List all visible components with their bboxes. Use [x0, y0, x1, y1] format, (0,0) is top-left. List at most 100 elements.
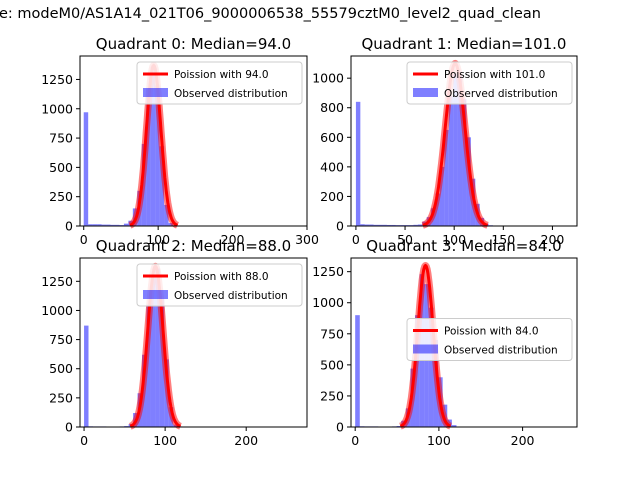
- histogram-bar: [155, 85, 160, 226]
- quadrant-0-chart: 0 100 200 300 0 250 500 750 1000 1250 Quadrant 0: …: [41, 35, 319, 247]
- legend-box: [136, 263, 303, 307]
- axes-frame: [79, 257, 308, 428]
- x-tick-label: 150: [491, 232, 515, 247]
- y-tick-label: 750: [49, 131, 73, 146]
- axes-frame: [79, 55, 308, 227]
- x-tick-label: 100: [442, 232, 466, 247]
- y-tick-label: 0: [65, 219, 73, 234]
- histogram-bar: [114, 224, 120, 226]
- histogram-bar: [462, 98, 467, 226]
- x-tick-label: 300: [295, 232, 319, 247]
- chart-title: Quadrant 0: Median=94.0: [96, 35, 291, 53]
- y-tick-label: 500: [49, 160, 73, 175]
- y-tick-label: 800: [320, 100, 344, 115]
- y-tick-label: 750: [49, 332, 73, 347]
- legend-box: [136, 61, 303, 105]
- legend-fit-label: Poission with 101.0: [444, 69, 545, 81]
- x-tick-label: 200: [541, 232, 565, 247]
- histogram-bar: [146, 88, 151, 227]
- legend-hist-label: Observed distribution: [174, 290, 288, 302]
- histogram-bar: [444, 129, 449, 226]
- legend-hist-swatch: [143, 88, 168, 97]
- histogram-bar: [123, 223, 129, 226]
- legend: Poission with 88.0 Observed distribution: [136, 263, 303, 307]
- figure-suptitle: n file: modeM0/AS1A14_021T06_9000006538_…: [0, 6, 541, 22]
- histogram-bar: [428, 307, 434, 427]
- quadrant-2-chart: 0 100 200 0 250 500 750 1000 1250 Quadrant 2: Med…: [41, 237, 308, 448]
- histogram-bar: [146, 304, 151, 427]
- histogram-bar: [355, 315, 360, 427]
- legend-hist-label: Observed distribution: [174, 88, 288, 100]
- histogram-bar: [439, 166, 445, 226]
- y-tick-label: 1000: [41, 101, 73, 116]
- y-tick-label: 1000: [41, 303, 73, 318]
- legend: Poission with 84.0 Observed distribution: [406, 318, 573, 361]
- histogram-bar: [382, 224, 387, 226]
- y-tick-label: 0: [336, 420, 344, 435]
- histogram-bar: [355, 101, 361, 226]
- legend-fit-label: Poission with 88.0: [174, 271, 269, 283]
- histogram-bar: [448, 95, 454, 226]
- histogram-bar: [97, 224, 102, 226]
- histogram-bar: [457, 75, 463, 226]
- legend: Poission with 101.0 Observed distribution: [406, 61, 573, 105]
- y-tick-label: 750: [320, 326, 344, 341]
- y-tick-label: 400: [320, 159, 344, 174]
- histogram-bar: [88, 224, 93, 226]
- histogram-bar: [159, 298, 165, 427]
- legend-box: [406, 61, 573, 105]
- y-tick-label: 1000: [312, 295, 344, 310]
- legend-hist-swatch: [413, 88, 438, 97]
- axes-frame: [350, 257, 578, 428]
- legend-fit-label: Poission with 84.0: [444, 326, 539, 338]
- y-tick-label: 500: [320, 357, 344, 372]
- x-tick-label: 200: [234, 433, 258, 448]
- histogram-bar: [386, 224, 392, 226]
- legend-box: [406, 318, 573, 361]
- y-tick-label: 1250: [312, 264, 344, 279]
- y-tick-label: 250: [49, 390, 73, 405]
- histogram-bar: [101, 224, 107, 226]
- x-tick-label: 0: [80, 433, 88, 448]
- histogram-bar: [150, 66, 156, 226]
- histogram-bar: [369, 224, 374, 226]
- legend-hist-swatch: [143, 290, 168, 299]
- histogram-bar: [451, 425, 457, 427]
- x-tick-label: 0: [351, 433, 359, 448]
- y-tick-label: 1000: [312, 71, 344, 86]
- histogram-bar: [83, 112, 89, 226]
- histogram-bar: [417, 224, 423, 226]
- legend-fit-label: Poission with 94.0: [174, 69, 269, 81]
- chart-title: Quadrant 2: Median=88.0: [96, 237, 291, 255]
- quadrant-1-chart: 0 50 100 150 200 0 200 400 600 800 1000 Quadrant 1:…: [312, 35, 578, 247]
- histogram-bar: [168, 223, 174, 226]
- chart-title: Quadrant 3: Median=84.0: [366, 237, 561, 255]
- histogram-bar: [159, 146, 165, 226]
- x-tick-label: 200: [511, 433, 535, 448]
- y-tick-label: 0: [336, 219, 344, 234]
- chart-title: Quadrant 1: Median=101.0: [362, 35, 567, 53]
- y-tick-label: 250: [49, 189, 73, 204]
- histogram-bar: [92, 224, 98, 226]
- y-tick-label: 600: [320, 130, 344, 145]
- legend-hist-label: Observed distribution: [444, 345, 558, 357]
- y-tick-label: 1250: [41, 274, 73, 289]
- x-tick-label: 0: [352, 232, 360, 247]
- histogram-bar: [413, 224, 418, 226]
- histogram-bar: [150, 275, 156, 427]
- quadrant-3-chart: 0 100 200 0 250 500 750 1000 1250 Quadrant 3: Med…: [312, 237, 578, 448]
- histogram-bar: [106, 224, 111, 226]
- legend-hist-swatch: [413, 344, 438, 354]
- legend: Poission with 94.0 Observed distribution: [136, 61, 303, 105]
- x-tick-label: 100: [427, 433, 451, 448]
- histogram-bar: [435, 193, 440, 226]
- histogram-bar: [378, 224, 383, 226]
- y-tick-label: 500: [49, 361, 73, 376]
- histogram-bar: [364, 224, 370, 226]
- histogram-bar: [373, 224, 379, 226]
- legend-hist-label: Observed distribution: [444, 88, 558, 100]
- x-tick-label: 200: [221, 232, 245, 247]
- histogram-bar: [164, 204, 169, 226]
- x-tick-label: 0: [80, 232, 88, 247]
